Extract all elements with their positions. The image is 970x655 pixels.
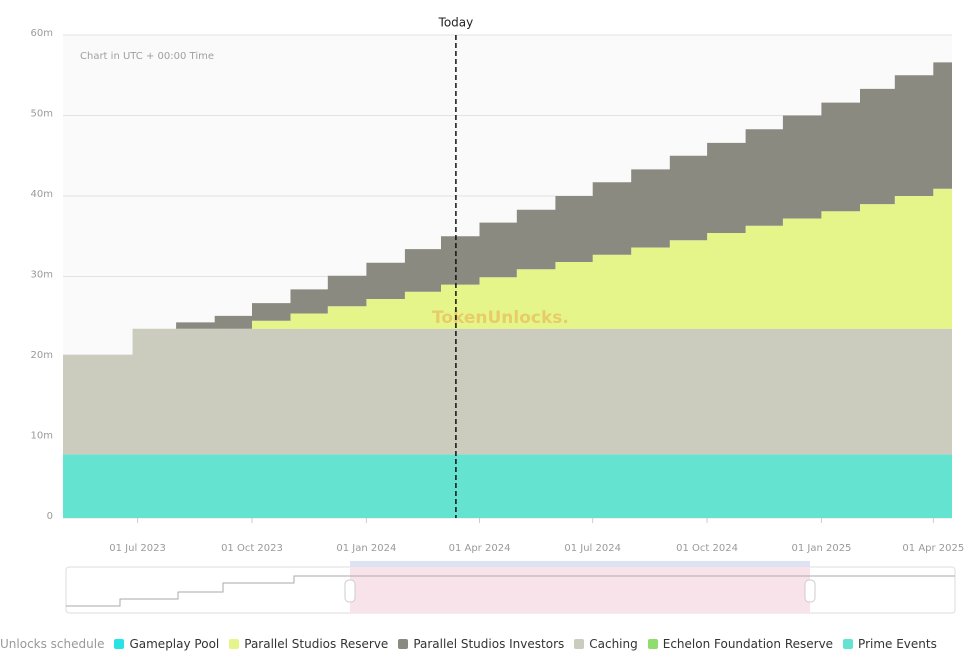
chart: Chart in UTC + 00:00 Time 0 10m 20m 30m 40m 5… <box>31 16 964 614</box>
y-tick-label: 30m <box>31 270 53 281</box>
area-series <box>63 454 952 518</box>
legend-item[interactable]: Parallel Studios Investors <box>398 637 564 651</box>
today-label: Today <box>438 16 474 30</box>
navigator-line <box>66 575 955 607</box>
legend-label: Parallel Studios Reserve <box>244 637 389 651</box>
legend-label: Prime Events <box>858 637 937 651</box>
legend-swatch <box>229 639 240 649</box>
x-tick-label: 01 Jul 2023 <box>109 543 166 554</box>
legend: Unlocks schedule Gameplay Pool Parallel S… <box>0 637 937 651</box>
x-tick-label: 01 Jan 2025 <box>791 543 851 554</box>
legend-item[interactable]: Prime Events <box>843 637 937 651</box>
legend-label: Echelon Foundation Reserve <box>662 637 834 651</box>
legend-item[interactable]: Echelon Foundation Reserve <box>647 637 834 651</box>
legend-title: Unlocks schedule <box>0 637 105 651</box>
watermark: TokenUnlocks. <box>432 308 569 328</box>
y-tick-label: 50m <box>31 109 53 120</box>
navigator-selection[interactable] <box>350 567 810 613</box>
navigator-handle[interactable] <box>804 579 816 603</box>
y-tick-label: 10m <box>31 431 53 442</box>
y-tick-label: 40m <box>31 189 53 200</box>
x-tick-label: 01 Jul 2024 <box>564 543 621 554</box>
legend-item[interactable]: Parallel Studios Reserve <box>229 637 388 651</box>
legend-label: Gameplay Pool <box>129 637 220 651</box>
x-tick-label: 01 Apr 2024 <box>449 543 511 554</box>
navigator-scrollbar[interactable] <box>350 561 810 567</box>
legend-swatch <box>843 639 854 649</box>
x-tick-label: 01 Jan 2024 <box>336 543 396 554</box>
x-tick-label: 01 Oct 2024 <box>676 543 738 554</box>
legend-label: Caching <box>589 637 638 651</box>
legend-swatch <box>398 639 409 649</box>
area-series <box>63 328 952 455</box>
navigator-handle[interactable] <box>344 579 356 603</box>
x-tick-label: 01 Apr 2025 <box>902 543 964 554</box>
legend-swatch <box>574 639 585 649</box>
y-tick-label: 0 <box>47 511 53 522</box>
area-series <box>63 188 952 355</box>
chart-note: Chart in UTC + 00:00 Time <box>80 51 214 62</box>
legend-item[interactable]: Caching <box>574 637 638 651</box>
legend-item[interactable]: Gameplay Pool <box>114 637 219 651</box>
legend-swatch <box>647 639 658 649</box>
area-series <box>63 62 952 355</box>
legend-label: Parallel Studios Investors <box>413 637 565 651</box>
navigator[interactable] <box>65 561 956 614</box>
y-tick-label: 20m <box>31 350 53 361</box>
y-tick-label: 60m <box>31 28 53 39</box>
x-tick-label: 01 Oct 2023 <box>221 543 283 554</box>
legend-swatch <box>114 639 125 649</box>
